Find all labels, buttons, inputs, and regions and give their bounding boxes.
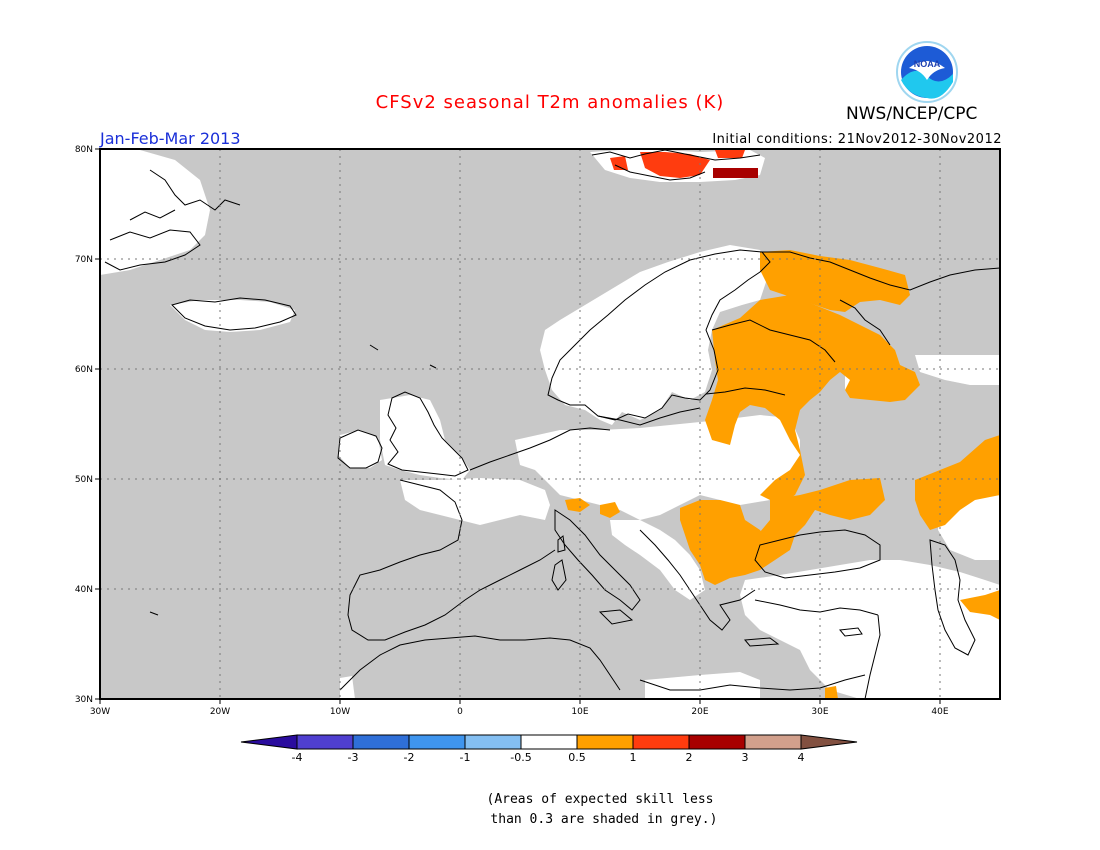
skill-note-line-1: (Areas of expected skill less — [486, 792, 714, 807]
lon-labels: 30W 20W 10W 0 10E 20E 30E 40E — [90, 707, 949, 717]
colorbar-tick-label: 2 — [686, 751, 693, 764]
lon-label-20e: 20E — [691, 707, 708, 717]
colorbar-tick-label: -4 — [292, 751, 303, 764]
lon-label-20w: 20W — [210, 707, 230, 717]
lon-label-30e: 30E — [811, 707, 828, 717]
colorbar — [240, 734, 858, 750]
colorbar-segment — [464, 734, 522, 750]
colorbar-tick-label: -3 — [348, 751, 359, 764]
colorbar-segment — [352, 734, 410, 750]
anomaly-region-red — [610, 150, 745, 178]
lat-label-60n: 60N — [75, 365, 93, 375]
colorbar-segment — [408, 734, 466, 750]
initial-conditions-label: Initial conditions: 21Nov2012-30Nov2012 — [712, 132, 1002, 147]
lat-label-30n: 30N — [75, 695, 93, 705]
lon-label-0: 0 — [457, 707, 463, 717]
noaa-logo-text: NOAA — [914, 59, 941, 69]
colorbar-segment — [688, 734, 746, 750]
anomaly-region-darkred — [713, 168, 758, 178]
colorbar-tick-label: 0.5 — [568, 751, 586, 764]
map-border — [99, 148, 1001, 700]
colorbar-segment — [632, 734, 690, 750]
colorbar-tick-label: -1 — [460, 751, 471, 764]
colorbar-tick-label: 1 — [630, 751, 637, 764]
colorbar-left-arrow — [240, 734, 298, 750]
agency-label: NWS/NCEP/CPC — [846, 104, 978, 124]
noaa-logo: NOAA — [896, 41, 958, 103]
anomaly-region-orange — [565, 250, 1000, 699]
colorbar-labels: -4 -3 -2 -1 -0.5 0.5 1 2 3 4 — [292, 751, 805, 764]
colorbar-tick-label: -2 — [404, 751, 415, 764]
colorbar-segment — [296, 734, 354, 750]
colorbar-tick-label: 4 — [798, 751, 805, 764]
skill-note: (Areas of expected skill less than 0.3 a… — [470, 790, 730, 830]
lon-label-10w: 10W — [330, 707, 350, 717]
graticule — [100, 149, 1000, 699]
lat-label-50n: 50N — [75, 475, 93, 485]
colorbar-segment — [744, 734, 802, 750]
lon-label-40e: 40E — [931, 707, 948, 717]
colorbar-tick-label: 3 — [742, 751, 749, 764]
lat-label-80n: 80N — [75, 145, 93, 155]
lon-label-30w: 30W — [90, 707, 110, 717]
skill-note-line-2: than 0.3 are shaded in grey.) — [482, 812, 718, 827]
season-label: Jan-Feb-Mar 2013 — [100, 129, 241, 148]
map-title: CFSv2 seasonal T2m anomalies (K) — [375, 92, 725, 113]
lat-labels: 80N 70N 60N 50N 40N 30N — [75, 145, 93, 705]
colorbar-segment — [520, 734, 578, 750]
colorbar-segment — [576, 734, 634, 750]
axis-ticks — [95, 148, 941, 704]
colorbar-tick-label: -0.5 — [510, 751, 531, 764]
lon-label-10e: 10E — [571, 707, 588, 717]
lat-label-40n: 40N — [75, 585, 93, 595]
colorbar-right-arrow — [800, 734, 858, 750]
lat-label-70n: 70N — [75, 255, 93, 265]
